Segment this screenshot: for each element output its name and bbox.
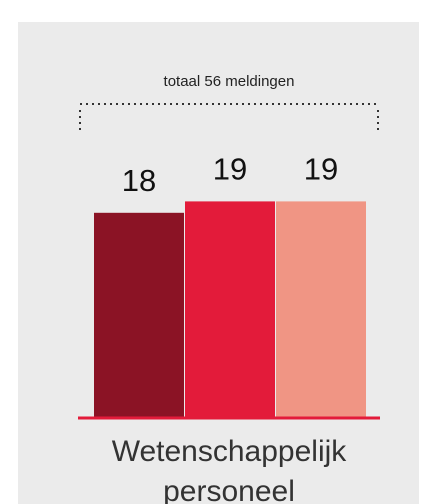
value-label: 19 <box>304 152 338 187</box>
total-annotation: totaal 56 meldingen <box>164 73 295 90</box>
category-label: Wetenschappelijk personeel <box>111 435 347 504</box>
bar <box>94 212 184 418</box>
bar <box>276 201 366 418</box>
value-label: 18 <box>122 163 156 198</box>
value-label: 19 <box>213 152 247 187</box>
bar <box>185 201 275 418</box>
